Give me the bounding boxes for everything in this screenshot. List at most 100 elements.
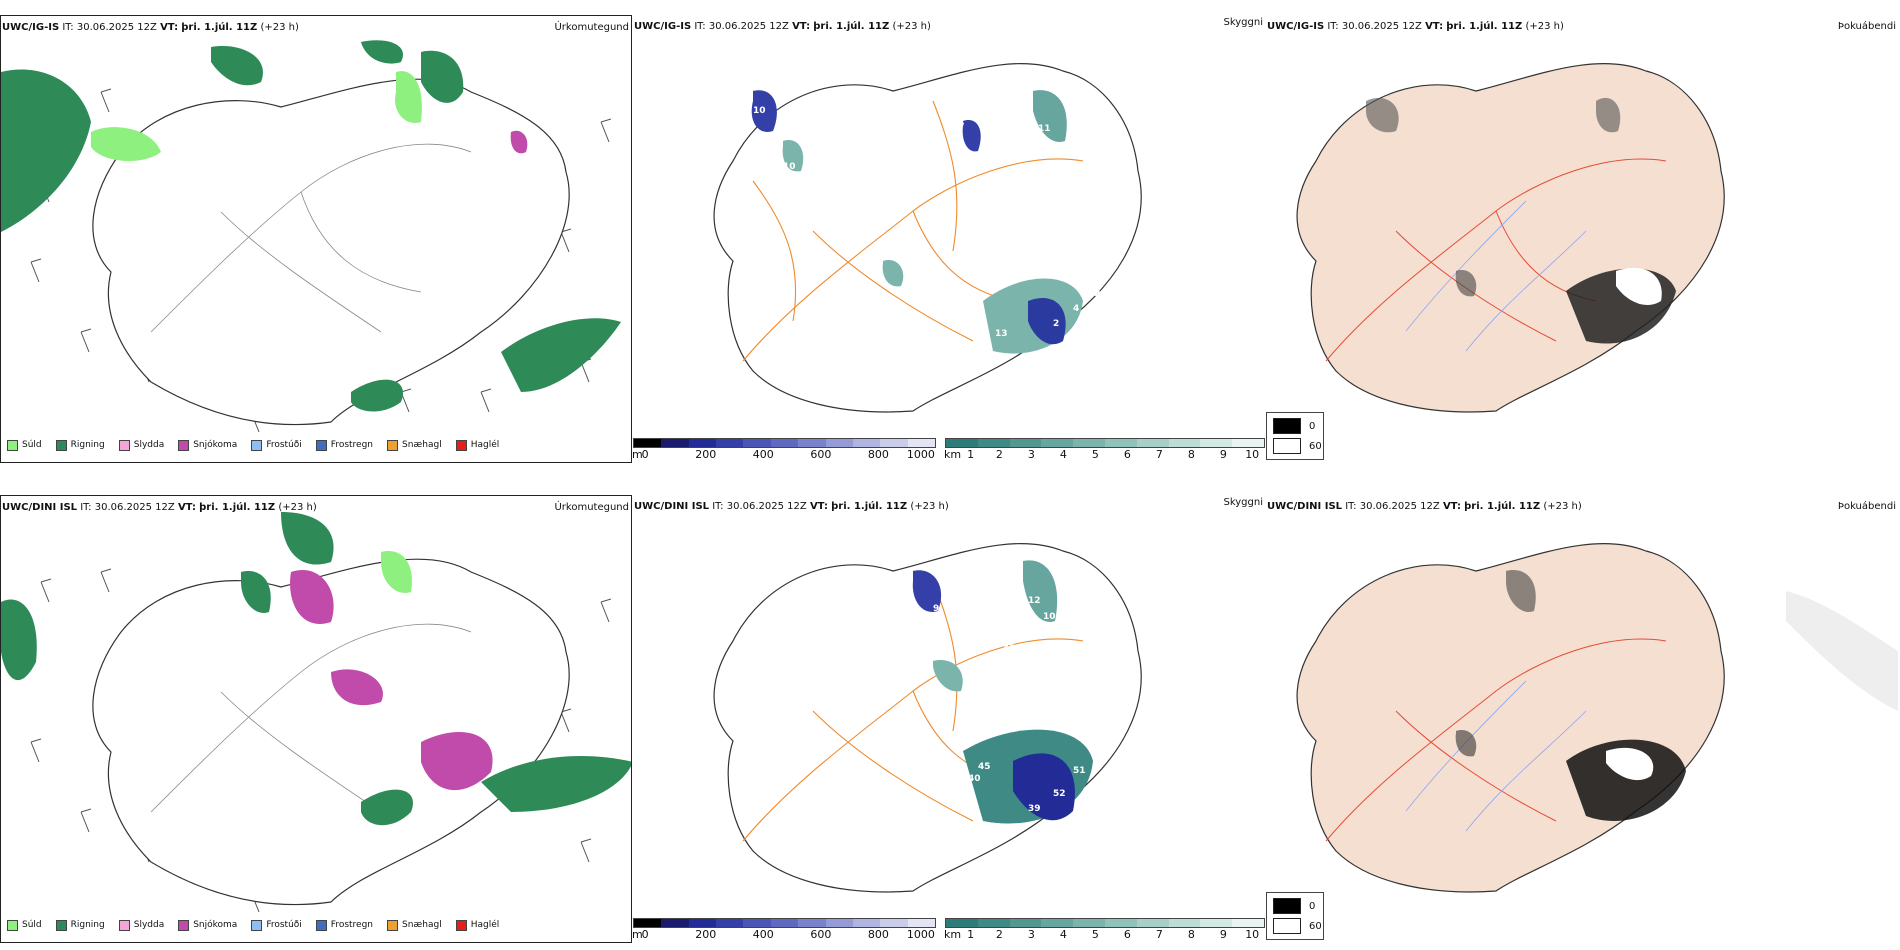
tick: 10	[1245, 448, 1260, 461]
precip-areas	[1, 40, 621, 412]
precip-map-row1	[1, 40, 621, 433]
tick: 7	[1155, 928, 1163, 941]
vis-label: 12	[1088, 289, 1101, 299]
roads	[150, 143, 472, 333]
precip-panel-row1: UWC/IG-IS IT: 30.06.2025 12Z VT: þri. 1.…	[0, 15, 632, 463]
visibility-panel-row2: UWC/DINI ISL IT: 30.06.2025 12Z VT: þri.…	[633, 495, 1265, 943]
tick: 200	[695, 928, 717, 941]
tick: 9	[1219, 928, 1227, 941]
tick: 1000	[906, 448, 935, 461]
panel-header: UWC/IG-IS IT: 30.06.2025 12Z VT: þri. 1.…	[1267, 21, 1564, 32]
fog-map-row1	[1296, 62, 1725, 413]
vis-label: 11	[1038, 124, 1051, 134]
tick: 5	[1091, 928, 1099, 941]
visibility-panel-row1: UWC/IG-IS IT: 30.06.2025 12Z VT: þri. 1.…	[633, 15, 1265, 463]
tick: 5	[1091, 448, 1099, 461]
visibility-areas	[912, 560, 1093, 824]
vis-label: 17	[973, 684, 986, 694]
precip-areas	[1, 512, 631, 826]
fog-legend-item: 60	[1273, 918, 1322, 934]
fog-legend-item: 0	[1273, 418, 1315, 434]
elevation-colorbar-row2: m 0 200 400 600 800 1000	[632, 918, 936, 946]
panel-header: UWC/DINI ISL IT: 30.06.2025 12Z VT: þri.…	[1267, 501, 1582, 512]
colorbar-ticks: 1 2 3 4 5 6 7 8 9 10	[945, 448, 1265, 462]
visibility-value-labels: 10 10 10 6 11 10 10 2 13 4 11 12	[753, 106, 1101, 359]
visibility-areas	[751, 90, 1083, 354]
panel-name: Þokuábendi	[1837, 501, 1896, 512]
colorbar-cells	[945, 438, 1265, 448]
panel-name: Úrkomutegund	[554, 502, 629, 513]
fog-panel-row2: UWC/DINI ISL IT: 30.06.2025 12Z VT: þri.…	[1266, 495, 1898, 943]
colorbar-unit: km	[944, 928, 962, 941]
legend-item-slydda: Slydda	[118, 439, 164, 451]
vis-label: 45	[1003, 644, 1016, 654]
visibility-value-labels: 3 9 3 45 17 12 10 45 40 51 52 39	[888, 596, 1086, 814]
visibility-colorbar-row1: km 1 2 3 4 5 6 7 8 9 10	[944, 438, 1265, 466]
vis-label: 10	[845, 279, 858, 289]
tick: 200	[695, 448, 717, 461]
panel-name: Skyggni	[1223, 497, 1263, 508]
iceland-outline	[92, 78, 570, 426]
iceland-outline	[1296, 62, 1725, 413]
legend-item-frostregn: Frostregn	[315, 439, 373, 451]
vis-label: 10	[753, 106, 766, 116]
fog-areas	[1366, 97, 1676, 344]
vis-label: 10	[783, 162, 796, 172]
vis-label: 10	[1043, 612, 1056, 622]
precip-legend: Súld Rigning Slydda Snjókoma Frostúði Fr…	[3, 914, 499, 936]
vis-label: 3	[888, 599, 894, 609]
tick: 8	[1187, 928, 1195, 941]
tick: 600	[810, 928, 832, 941]
colorbar-ticks: 0 200 400 600 800 1000	[633, 928, 936, 942]
tick: 1	[967, 448, 975, 461]
vis-label: 11	[1043, 349, 1056, 359]
precip-panel-row2: UWC/DINI ISL IT: 30.06.2025 12Z VT: þri.…	[0, 495, 632, 943]
vis-label: 10	[1023, 179, 1036, 189]
tick: 0	[641, 928, 649, 941]
tick: 2	[995, 448, 1003, 461]
legend-item-haglel: Haglél	[455, 439, 499, 451]
tick: 400	[752, 928, 774, 941]
colorbar-cells	[633, 918, 936, 928]
legend-item-snaehagl: Snæhagl	[387, 439, 442, 451]
tick: 400	[752, 448, 774, 461]
vis-label: 3	[903, 624, 909, 634]
legend-item-haglel: Haglél	[455, 919, 499, 931]
panel-name: Þokuábendi	[1837, 21, 1896, 32]
panel-name: Úrkomutegund	[554, 22, 629, 33]
fog-legend-row1: 0 60	[1266, 412, 1324, 460]
vis-label: 39	[1028, 804, 1041, 814]
tick: 8	[1187, 448, 1195, 461]
tick: 6	[1123, 448, 1131, 461]
legend-item-rigning: Rigning	[55, 919, 105, 931]
panel-header: UWC/DINI ISL IT: 30.06.2025 12Z VT: þri.…	[634, 501, 949, 512]
fog-panel-row1: UWC/IG-IS IT: 30.06.2025 12Z VT: þri. 1.…	[1266, 15, 1898, 463]
vis-label: 40	[968, 774, 981, 784]
tick: 1	[967, 928, 975, 941]
panel-header: UWC/DINI ISL IT: 30.06.2025 12Z VT: þri.…	[2, 502, 317, 513]
vis-label: 6	[958, 119, 964, 129]
tick: 9	[1219, 448, 1227, 461]
vis-label: 51	[1073, 766, 1086, 776]
colorbar-cells	[945, 918, 1265, 928]
vis-label: 13	[995, 329, 1008, 339]
colorbar-ticks: 1 2 3 4 5 6 7 8 9 10	[945, 928, 1265, 942]
legend-item-snjokoma: Snjókoma	[178, 439, 237, 451]
tick: 3	[1027, 448, 1035, 461]
legend-item-sudd: Súld	[7, 439, 42, 451]
roads	[150, 623, 472, 813]
vis-label: 52	[1053, 789, 1066, 799]
tick: 3	[1027, 928, 1035, 941]
tick: 7	[1155, 448, 1163, 461]
visibility-map-row1: 10 10 10 6 11 10 10 2 13 4 11 12	[713, 62, 1142, 413]
fog-map-row2	[1296, 542, 1898, 893]
rivers	[1405, 200, 1587, 352]
legend-item-slydda: Slydda	[118, 919, 164, 931]
panel-name: Skyggni	[1223, 17, 1263, 28]
vis-label: 4	[1073, 304, 1079, 314]
fog-legend-item: 0	[1273, 898, 1315, 914]
tick: 10	[1245, 928, 1260, 941]
colorbar-unit: m	[632, 448, 643, 461]
iceland-outline	[713, 62, 1142, 413]
colorbar-unit: km	[944, 448, 962, 461]
